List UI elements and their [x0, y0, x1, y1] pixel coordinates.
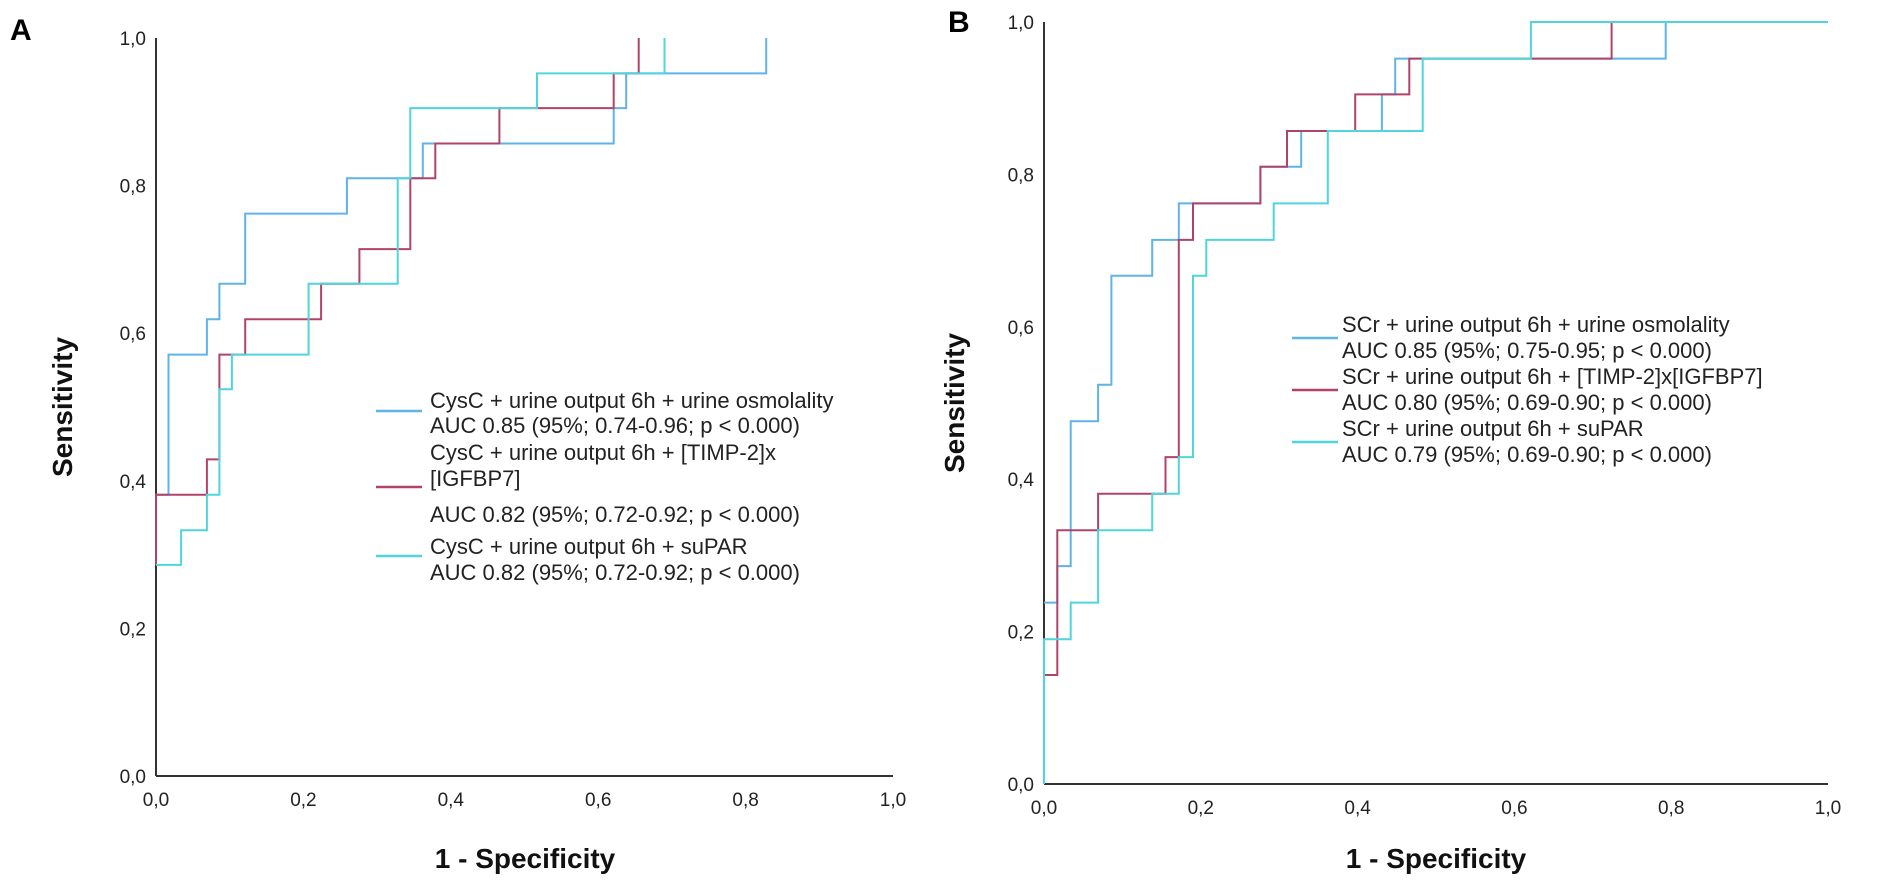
legend-label: CysC + urine output 6h + suPAR: [430, 534, 748, 559]
x-tick-label: 0,4: [1344, 798, 1371, 819]
y-tick-label: 0,6: [1008, 318, 1034, 339]
y-axis-title: Sensitivity: [939, 333, 970, 473]
x-tick-labels: 0,0 0,2 0,4 0,6 0,8 1,0: [1031, 798, 1841, 819]
legend-auc: AUC 0.79 (95%; 0.69-0.90; p < 0.000): [1342, 442, 1712, 467]
legend-auc: AUC 0.85 (95%; 0.75-0.95; p < 0.000): [1342, 338, 1712, 363]
y-tick-label: 1,0: [1008, 13, 1034, 34]
y-tick-label: 0,6: [120, 324, 146, 345]
roc-curve-series-1: [155, 38, 768, 565]
roc-curves: [1043, 21, 1828, 784]
y-tick-labels: 0,0 0,2 0,4 0,6 0,8 1,0: [1008, 13, 1035, 796]
y-tick-label: 0,8: [1008, 165, 1034, 186]
x-tick-labels: 0,0 0,2 0,4 0,6 0,8 1,0: [143, 790, 906, 811]
x-tick-label: 0,6: [585, 790, 611, 811]
x-tick-label: 0,6: [1501, 798, 1527, 819]
legend-label: SCr + urine output 6h + [TIMP-2]x[IGFBP7…: [1342, 364, 1763, 389]
legend-auc: AUC 0.80 (95%; 0.69-0.90; p < 0.000): [1342, 390, 1712, 415]
panel-label-a: A: [10, 14, 32, 47]
y-tick-label: 0,0: [120, 767, 146, 788]
legend-label: CysC + urine output 6h + [TIMP-2]x [IGFB…: [430, 440, 782, 491]
x-tick-label: 1,0: [880, 790, 906, 811]
legend-auc: AUC 0.82 (95%; 0.72-0.92; p < 0.000): [430, 560, 800, 585]
x-tick-label: 1,0: [1815, 798, 1841, 819]
roc-curves: [155, 38, 768, 566]
x-tick-label: 0,0: [1031, 798, 1057, 819]
roc-curve-series-3: [156, 38, 666, 566]
y-tick-label: 0,2: [1008, 623, 1034, 644]
y-tick-label: 0,4: [120, 472, 147, 493]
legend: CysC + urine output 6h + urine osmolalit…: [376, 388, 834, 585]
legend-auc: AUC 0.82 (95%; 0.72-0.92; p < 0.000): [430, 502, 800, 527]
legend-label-line1: CysC + urine output 6h + [TIMP-2]x: [430, 440, 776, 465]
x-tick-label: 0,2: [290, 790, 316, 811]
legend-label: SCr + urine output 6h + suPAR: [1342, 416, 1644, 441]
y-tick-label: 0,0: [1008, 775, 1034, 796]
roc-curve-series-2: [155, 38, 640, 565]
legend-label-line2: [IGFBP7]: [430, 466, 520, 491]
legend-label: CysC + urine output 6h + urine osmolalit…: [430, 388, 834, 413]
y-tick-label: 0,4: [1008, 470, 1035, 491]
legend: SCr + urine output 6h + urine osmolality…: [1292, 312, 1763, 467]
y-tick-labels: 0,0 0,2 0,4 0,6 0,8 1,0: [120, 29, 147, 788]
legend-auc: AUC 0.85 (95%; 0.74-0.96; p < 0.000): [430, 413, 800, 438]
x-tick-label: 0,4: [438, 790, 465, 811]
x-tick-label: 0,2: [1188, 798, 1214, 819]
x-tick-label: 0,0: [143, 790, 169, 811]
y-tick-label: 0,2: [120, 619, 146, 640]
legend-label: SCr + urine output 6h + urine osmolality: [1342, 312, 1730, 337]
x-tick-label: 0,8: [1658, 798, 1684, 819]
x-axis-title: 1 - Specificity: [435, 843, 616, 874]
y-tick-label: 1,0: [120, 29, 146, 50]
roc-curve-series-3: [1043, 21, 1828, 784]
roc-curve-series-1: [1044, 21, 1828, 604]
x-axis-title: 1 - Specificity: [1346, 843, 1527, 874]
y-axis-title: Sensitivity: [47, 337, 78, 477]
x-tick-label: 0,8: [732, 790, 758, 811]
panel-label-b: B: [948, 6, 970, 39]
y-tick-label: 0,8: [120, 177, 146, 198]
panel-a: A 0,00,20,40,60,81,0 0,0 0,2 0,4 0,6 0,8 1,0 …: [10, 14, 906, 874]
panel-b: B 0,00,20,40,60,81,0 0,0 0,2 0,4 0,6 0,8 1,0 …: [939, 6, 1841, 874]
